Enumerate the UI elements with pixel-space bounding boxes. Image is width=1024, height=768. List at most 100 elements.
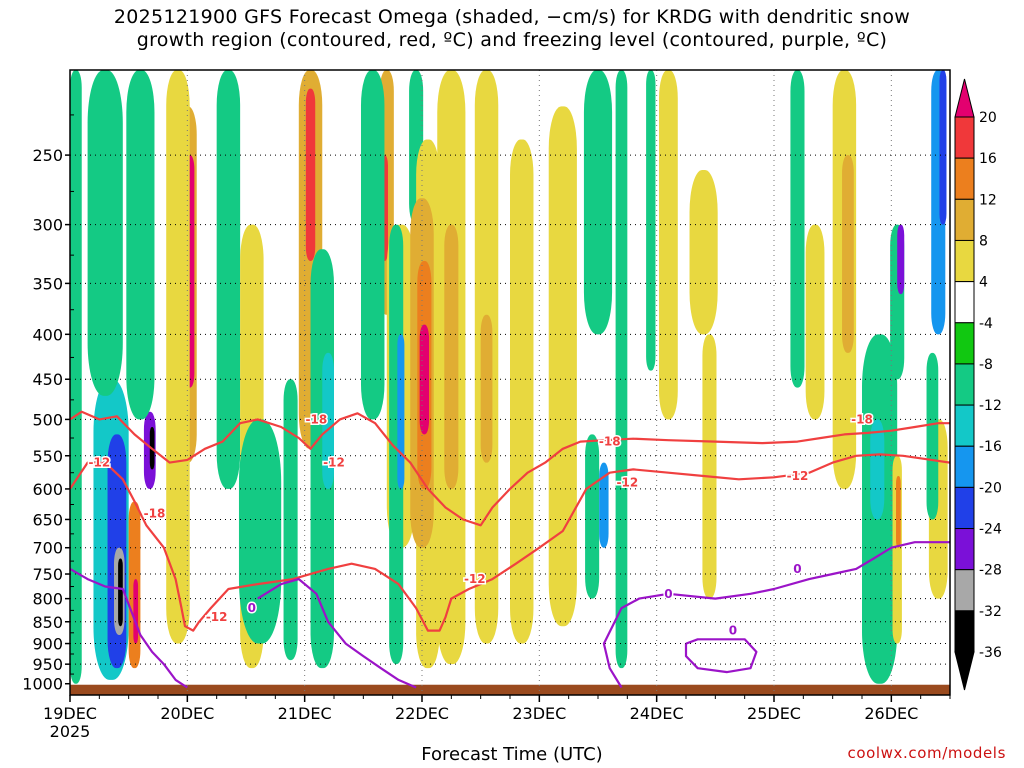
contour-label-11: 0 [664,587,672,601]
omega-band-58 [939,70,947,225]
omega-band-24 [360,70,385,420]
y-tick-label-800: 800 [32,590,63,609]
omega-band-54 [897,224,905,295]
x-tick-label-24DEC: 24DEC [630,704,684,723]
x-tick-label-20DEC: 20DEC [160,704,214,723]
colorbar-label-7: -12 [979,398,1002,414]
colorbar-swatch-3 [954,239,975,283]
omega-band-0 [70,70,82,684]
y-tick-label-250: 250 [32,146,63,165]
y-tick-label-550: 550 [32,447,63,466]
colorbar-label-4: 4 [979,275,988,291]
contour-label-12: 0 [793,562,801,576]
x-tick-label-19DEC: 19DEC [43,704,97,723]
omega-band-41 [599,462,609,548]
dgz-contour-0 [70,410,950,527]
omega-band-18 [305,88,316,261]
colorbar-swatch-7 [954,404,975,447]
colorbar-label-6: -8 [979,357,993,373]
grid [70,70,950,695]
freezing-level-contour-4 [602,541,950,689]
chart-title-line2: growth region (contoured, red, ºC) and f… [136,29,888,51]
colorbar-swatch-4 [954,281,975,324]
omega-band-40 [585,434,600,599]
omega-band-30 [419,324,430,435]
omega-band-48 [805,224,825,420]
contour-label-13: 0 [729,624,737,638]
y-tick-label-1000: 1000 [22,675,63,694]
colorbar-swatch-0 [954,116,975,159]
omega-band-44 [659,70,678,420]
omega-band-45 [689,170,718,335]
y-tick-label-400: 400 [32,325,63,344]
colorbar-arrow-bottom [954,651,975,691]
x-tick-label-26DEC: 26DEC [864,704,918,723]
colorbar-label-9: -20 [979,480,1002,496]
omega-band-42 [615,70,628,669]
contour-label-2: -12 [206,610,228,624]
omega-band-13 [166,70,190,644]
colorbar-arrow-top [954,78,975,118]
colorbar-label-3: 8 [979,233,988,249]
ground-surface [70,684,950,695]
omega-band-4 [118,558,123,627]
freezing-level-contour-2 [70,567,188,689]
omega-band-32 [397,334,405,489]
omega-band-60 [926,352,939,520]
credit-link[interactable]: coolwx.com/models [847,744,1006,762]
y-tick-label-450: 450 [32,370,63,389]
x-tick-label-23DEC: 23DEC [512,704,566,723]
omega-band-43 [646,70,656,371]
colorbar-label-5: -4 [979,316,993,332]
colorbar-label-8: -16 [979,439,1002,455]
y-tick-label-600: 600 [32,480,63,499]
y-tick-label-850: 850 [32,613,63,632]
colorbar-label-12: -32 [979,604,1002,620]
omega-band-31 [389,224,404,665]
x-axis-label: Forecast Time (UTC) [421,744,603,765]
y-tick-label-350: 350 [32,274,63,293]
freezing-level-contour-5 [684,638,758,674]
freezing-level-contour-3 [257,577,417,689]
dgz-contour-1 [70,453,950,632]
omega-shading [70,70,948,684]
omega-band-37 [510,139,534,644]
terrain-ground [70,684,950,695]
omega-band-9 [87,70,123,396]
omega-band-6 [133,579,139,644]
contour-label-4: -12 [323,456,345,470]
colorbar-swatch-10 [954,528,975,571]
colorbar-swatch-5 [954,322,975,365]
omega-band-16 [238,419,282,644]
contour-label-6: -18 [599,435,621,449]
colorbar-label-2: 12 [979,192,997,208]
omega-band-56 [896,476,901,548]
contour-labels: -12 -18 -12 -18 -12 -12 -18 -12 -12 -18 0 0 0 0 [87,411,874,639]
y-tick-label-300: 300 [32,216,63,235]
contours [70,410,950,689]
colorbar-label-0: 20 [979,110,997,126]
y-tick-label-700: 700 [32,539,63,558]
contour-label-10: 0 [248,601,256,615]
colorbar-swatch-12 [954,610,975,653]
colorbar-swatch-8 [954,445,975,488]
omega-band-10 [126,70,155,420]
contour-label-8: -12 [787,469,809,483]
omega-band-14 [216,70,241,489]
omega-band-36 [480,314,493,463]
omega-band-34 [444,224,459,489]
colorbar: 20 16 12 8 4 -4 -8 -12 -16 -20 -24 -28 -32 -36 [954,78,1002,691]
x-tick-label-21DEC: 21DEC [278,704,332,723]
colorbar-swatch-11 [954,569,975,612]
contour-label-5: -12 [464,572,486,586]
contour-label-7: -12 [616,476,638,490]
x-tick-label-22DEC: 22DEC [395,704,449,723]
colorbar-swatch-2 [954,198,975,241]
omega-band-20 [322,352,334,489]
colorbar-swatch-9 [954,486,975,530]
y-tick-label-900: 900 [32,635,63,654]
x-axis: 19DEC 20DEC 21DEC 22DEC 23DEC 24DEC 25DEC 26DEC… [43,695,951,741]
omega-band-47 [790,70,805,388]
omega-band-52 [870,419,885,520]
y-axis: 250 300 350 400 450 500 550 600 650 700 750 800 850 9… [22,114,74,694]
